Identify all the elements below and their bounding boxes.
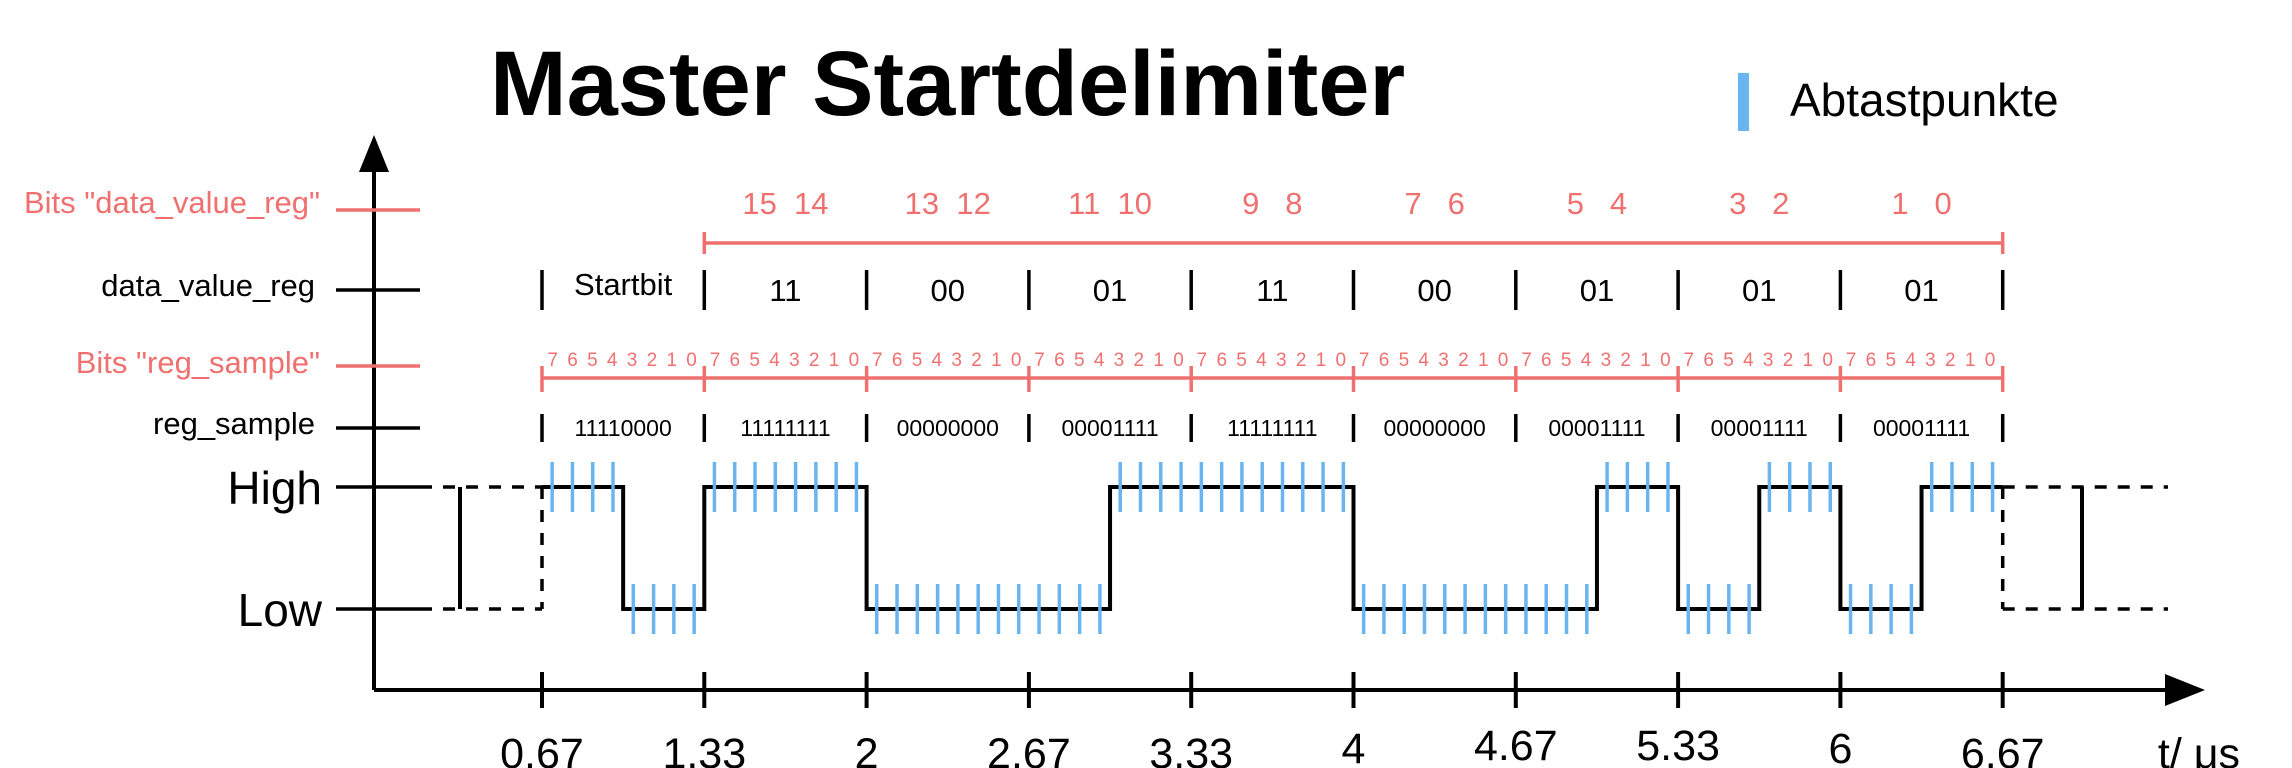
legend: Abtastpunkte [1738,73,2059,131]
data-value-reg-cell: 01 [1093,273,1127,308]
label-high: High [227,462,322,514]
reg-sample-bit-index-label: 7 6 5 4 3 2 1 0 [1846,350,1998,371]
data-value-reg-cell: 01 [1904,273,1938,308]
data-value-reg-cell: 11 [1256,273,1288,308]
time-tick-label: 5.33 [1636,722,1720,768]
time-tick-label: 3.33 [1149,730,1233,768]
reg-sample-cell: 11110000 [575,415,672,441]
data-value-reg-cell: 11 [769,273,801,308]
legend-label: Abtastpunkte [1790,74,2059,126]
label-reg-sample: reg_sample [153,406,315,441]
label-low: Low [238,584,323,636]
row-labels: Bits "data_value_reg" data_value_reg Bit… [24,185,2240,768]
data-value-bit-pair-label: 7 6 [1404,186,1464,221]
reg-sample-bit-index-label: 7 6 5 4 3 2 1 0 [1197,350,1349,371]
time-tick-label: 1.33 [662,730,746,768]
axes [336,135,2205,706]
x-axis-arrow-icon [2165,674,2205,706]
data-value-reg-cell: 00 [1417,273,1451,308]
reg-sample-cell: 00001111 [1548,415,1645,441]
reg-sample-bit-index-label: 7 6 5 4 3 2 1 0 [1034,350,1186,371]
reg-sample-bit-index-label: 7 6 5 4 3 2 1 0 [872,350,1024,371]
time-tick-label: 4.67 [1474,722,1558,768]
waveform-line [542,485,2003,611]
reg-sample-cell: 00000000 [1383,415,1485,441]
label-bits-data-value-reg: Bits "data_value_reg" [24,185,320,220]
data-value-bit-pair-label: 15 14 [742,186,828,221]
time-tick-label: 6.67 [1961,730,2045,768]
reg-sample-bit-index-label: 7 6 5 4 3 2 1 0 [547,350,699,371]
data-value-reg-cell: 00 [931,273,965,308]
reg-sample-bit-index-label: 7 6 5 4 3 2 1 0 [710,350,862,371]
reg-sample-cell: 00001111 [1873,415,1970,441]
data-value-bit-pair-label: 1 0 [1891,186,1951,221]
reg-sample-cell: 11111111 [1227,415,1317,441]
data-value-bit-pair-label: 3 2 [1729,186,1789,221]
y-axis-arrow-icon [359,135,389,172]
label-data-value-reg: data_value_reg [101,268,315,303]
data-value-bit-pair-label: 13 12 [905,186,991,221]
sample-markers [550,462,1995,634]
signal-waveform [420,485,2168,611]
time-tick-label: 2.67 [987,730,1071,768]
time-tick-label: 6 [1828,725,1852,768]
time-tick-label: 0.67 [500,730,584,768]
reg-sample-cell: 11111111 [740,415,830,441]
reg-sample-cell: 00001111 [1061,415,1158,441]
reg-sample-cell: 00000000 [897,415,999,441]
reg-sample-bit-index-label: 7 6 5 4 3 2 1 0 [1684,350,1836,371]
diagram-title: Master Startdelimiter [490,33,1405,135]
data-value-reg-cell: Startbit [574,267,673,302]
data-value-bit-pair-label: 11 10 [1068,186,1152,221]
reg-sample-bit-index-label: 7 6 5 4 3 2 1 0 [1521,350,1673,371]
time-axis-label: t/ μs [2158,730,2240,768]
data-value-reg-cell: 01 [1742,273,1776,308]
register-rows: 15 14 13 12 11 10 9 8 7 6 5 4 3 2 1 0 Startbit 11… [540,186,2005,442]
reg-sample-cell: 00001111 [1711,415,1808,441]
reg-sample-bit-index-label: 7 6 5 4 3 2 1 0 [1359,350,1511,371]
sample-marker-legend-swatch [1738,73,1749,131]
time-tick-label: 2 [855,730,879,768]
data-value-bit-pair-label: 9 8 [1242,186,1302,221]
data-value-bit-pair-label: 5 4 [1567,186,1627,221]
data-value-reg-cell: 01 [1580,273,1614,308]
time-ticks: 0.67 1.33 2 2.67 3.33 4 4.67 5.33 6 6.67 [500,672,2045,768]
time-tick-label: 4 [1342,725,1366,768]
label-bits-reg-sample: Bits "reg_sample" [76,345,320,380]
